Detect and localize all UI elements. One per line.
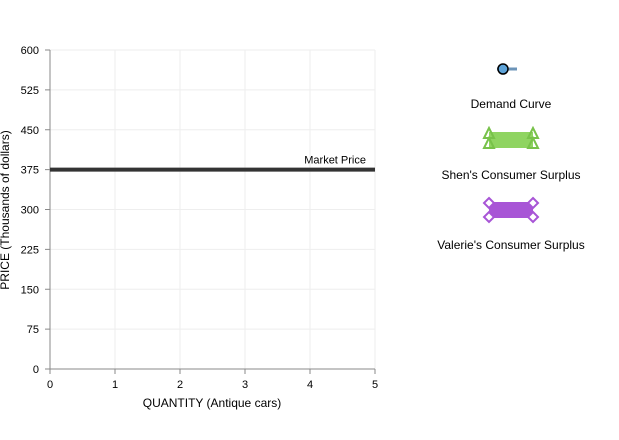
x-axis-label: QUANTITY (Antique cars) [143, 396, 281, 410]
y-tick-label: 300 [21, 205, 39, 217]
legend-item-demand-curve[interactable]: Demand Curve [411, 60, 611, 111]
y-tick-label: 375 [21, 165, 39, 177]
legend-label-valeries-consumer-surplus: Valerie's Consumer Surplus [437, 238, 585, 252]
y-tick-label: 525 [21, 85, 39, 97]
axes: 0 75 150 225 300 375 450 525 600 0 1 2 3 4 5 [21, 45, 378, 391]
diamond-region-icon [482, 196, 540, 224]
legend-label-demand-curve: Demand Curve [470, 97, 552, 111]
y-tick-label: 600 [21, 45, 39, 57]
y-tick-label: 225 [21, 244, 39, 256]
y-tick-label: 150 [21, 284, 39, 296]
circle-line-icon [497, 63, 517, 75]
x-tick-label: 2 [177, 379, 183, 391]
x-tick-label: 3 [242, 379, 248, 391]
x-tick-label: 0 [47, 379, 53, 391]
x-tick-label: 5 [372, 379, 378, 391]
x-tick-label: 1 [112, 379, 118, 391]
x-tick-label: 4 [307, 379, 313, 391]
legend-item-valeries-consumer-surplus[interactable]: Valerie's Consumer Surplus [411, 196, 611, 252]
y-tick-label: 75 [27, 324, 39, 336]
y-axis-label: PRICE (Thousands of dollars) [0, 130, 12, 289]
legend-label-shens-consumer-surplus: Shen's Consumer Surplus [441, 168, 581, 182]
series-layer: Market Price [50, 155, 375, 172]
y-tick-label: 0 [33, 364, 39, 376]
grid [49, 49, 376, 370]
y-tick-label: 450 [21, 125, 39, 137]
annotation-market-price: Market Price [304, 155, 366, 167]
triangle-region-icon [482, 126, 540, 149]
legend-item-shens-consumer-surplus[interactable]: Shen's Consumer Surplus [411, 126, 611, 182]
